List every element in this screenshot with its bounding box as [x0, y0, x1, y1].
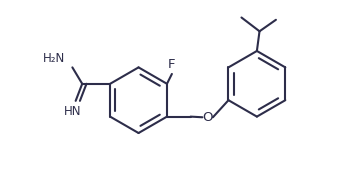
Text: HN: HN [64, 105, 82, 118]
Text: F: F [168, 58, 176, 71]
Text: O: O [202, 111, 213, 124]
Text: H₂N: H₂N [43, 52, 65, 65]
